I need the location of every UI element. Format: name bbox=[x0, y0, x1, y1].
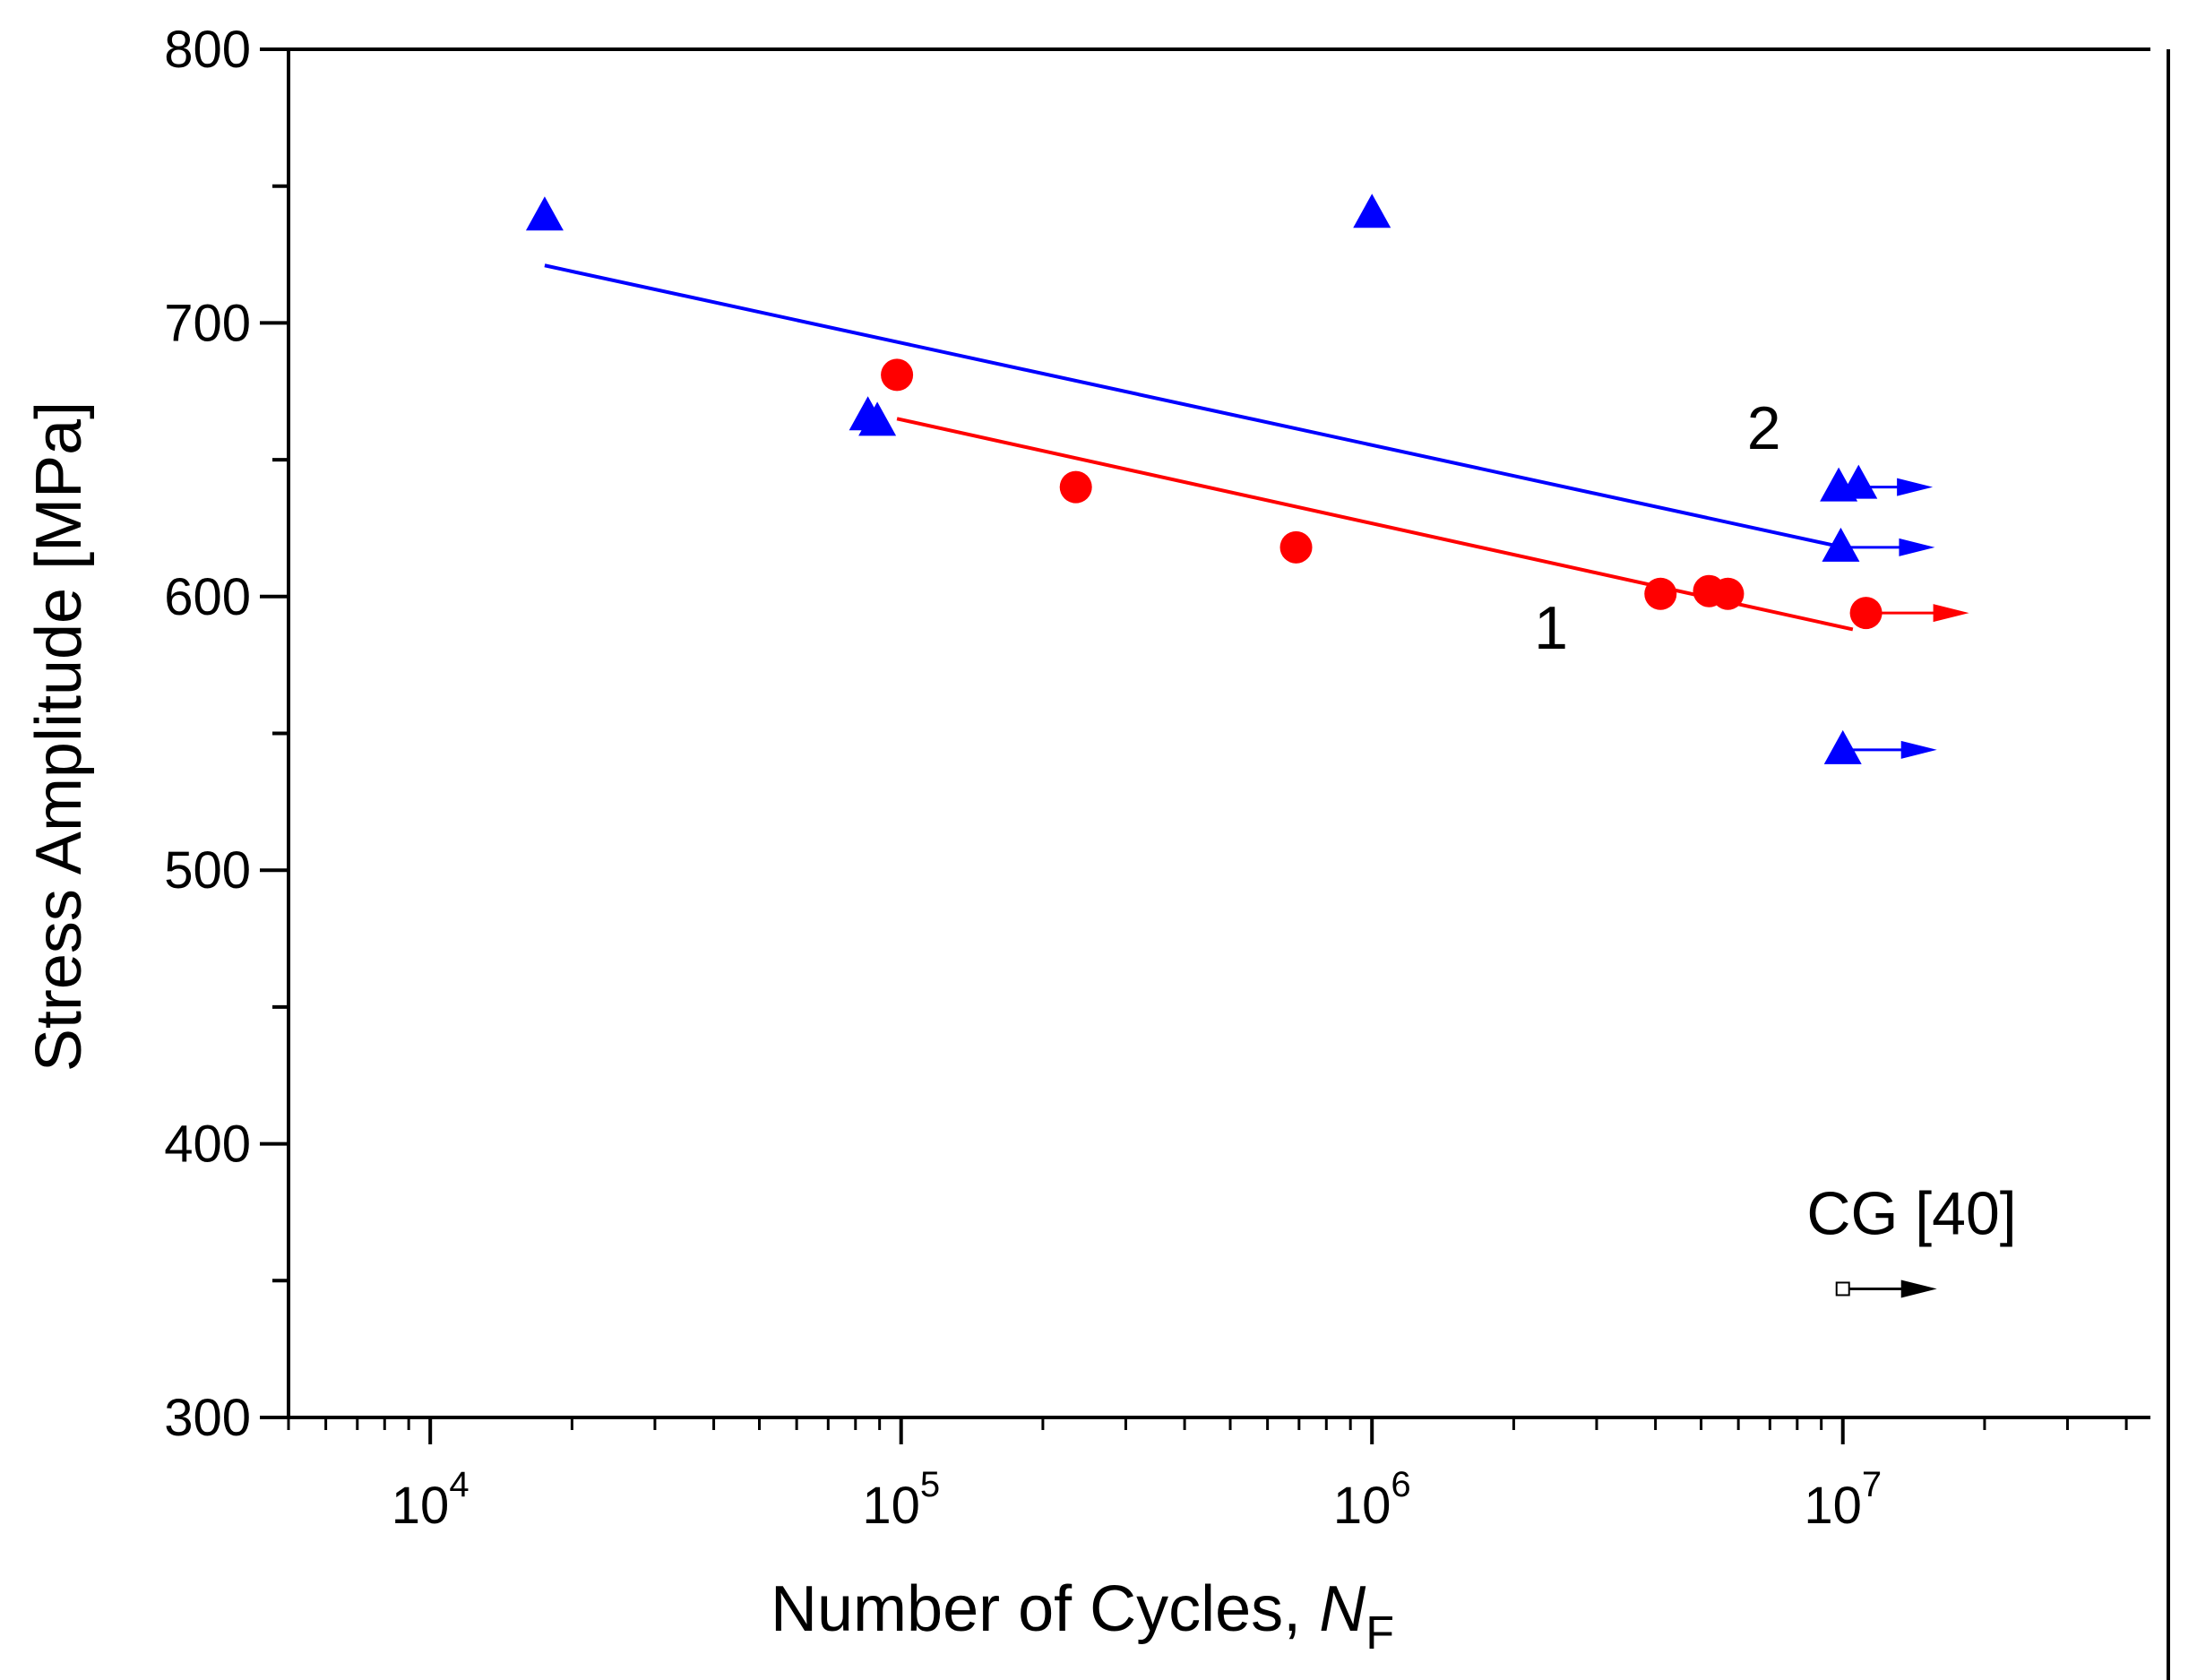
x-tick-label: 105 bbox=[862, 1465, 940, 1535]
x-tick-label: 107 bbox=[1804, 1465, 1882, 1535]
x-axis-title-text: Number of Cycles, bbox=[771, 1573, 1319, 1645]
runout-arrow-head bbox=[1900, 740, 1937, 759]
data-point-circle bbox=[1849, 597, 1883, 630]
y-tick-label: 300 bbox=[164, 1389, 251, 1447]
runout-arrow-head bbox=[1897, 478, 1934, 496]
y-tick-label: 700 bbox=[164, 294, 251, 352]
x-tick-base: 10 bbox=[1333, 1477, 1391, 1535]
runout-arrow-head bbox=[1933, 604, 1969, 623]
x-tick-exponent: 7 bbox=[1862, 1465, 1882, 1504]
y-tick-label: 400 bbox=[164, 1116, 251, 1174]
data-point-square bbox=[1835, 1281, 1850, 1297]
fit-lines bbox=[544, 263, 1854, 632]
data-point-triangle bbox=[858, 401, 897, 436]
x-axis-title-subscript: F bbox=[1366, 1607, 1394, 1659]
data-point-triangle bbox=[525, 196, 564, 231]
data-points bbox=[525, 194, 1883, 1297]
y-tick-label: 800 bbox=[164, 21, 251, 79]
data-point-triangle bbox=[1823, 729, 1862, 764]
x-tick-base: 10 bbox=[862, 1477, 920, 1535]
fit-line-series-2 bbox=[544, 263, 1844, 549]
data-point-circle bbox=[881, 358, 914, 392]
data-point-triangle bbox=[1839, 464, 1878, 499]
data-point-circle bbox=[1059, 470, 1092, 504]
runout-arrows bbox=[1839, 478, 1969, 1298]
x-axis-title-symbol: N bbox=[1319, 1573, 1366, 1645]
x-tick-exponent: 5 bbox=[920, 1465, 940, 1504]
y-tick-label: 600 bbox=[164, 568, 251, 626]
x-tick-label: 106 bbox=[1333, 1465, 1411, 1535]
x-axis-title: Number of Cycles, NF bbox=[771, 1573, 1394, 1659]
data-point-triangle bbox=[1353, 194, 1391, 228]
runout-arrow-head bbox=[1900, 1279, 1937, 1298]
y-axis-title: Stress Amplitude [MPa] bbox=[23, 401, 95, 1072]
annotations: 1 2 CG [40] bbox=[1534, 394, 2017, 1247]
y-tick-label: 500 bbox=[164, 841, 251, 900]
runout-arrow-head bbox=[1899, 538, 1935, 556]
x-tick-base: 10 bbox=[1804, 1477, 1862, 1535]
annotation-label: 1 bbox=[1534, 594, 1568, 662]
x-tick-label: 104 bbox=[392, 1465, 470, 1535]
data-point-circle bbox=[1644, 577, 1677, 610]
data-point-triangle bbox=[1822, 527, 1860, 562]
data-point-circle bbox=[1711, 577, 1745, 610]
x-tick-exponent: 4 bbox=[449, 1465, 469, 1504]
x-tick-exponent: 6 bbox=[1391, 1465, 1410, 1504]
data-point-circle bbox=[1279, 530, 1313, 564]
annotation-label: 2 bbox=[1747, 394, 1781, 462]
x-tick-base: 10 bbox=[392, 1477, 450, 1535]
annotation-label: CG [40] bbox=[1806, 1179, 2016, 1247]
